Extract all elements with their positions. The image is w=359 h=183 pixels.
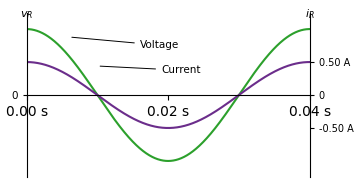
Text: Voltage: Voltage [72, 37, 179, 50]
Text: Current: Current [100, 65, 201, 75]
Text: $v_\mathregular{R}$: $v_\mathregular{R}$ [20, 9, 33, 20]
Text: $i_\mathregular{R}$: $i_\mathregular{R}$ [305, 7, 314, 20]
